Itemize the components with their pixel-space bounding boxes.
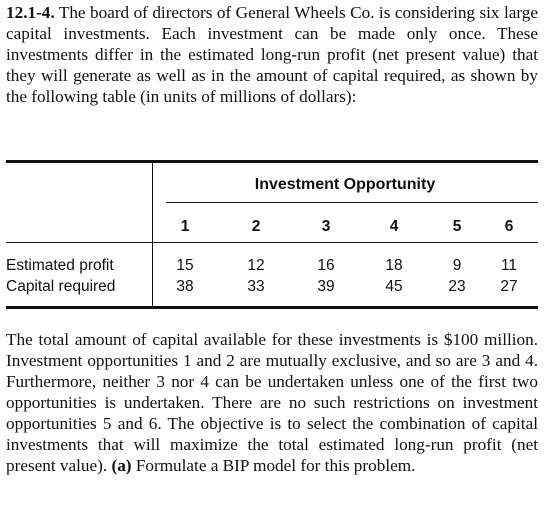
table-cell: 39 — [317, 278, 335, 295]
problem-intro: 12.1-4. The board of directors of Genera… — [6, 2, 538, 107]
table-cell: 9 — [452, 257, 462, 274]
column-header-6: 6 — [504, 218, 514, 235]
part-a-label: (a) — [111, 456, 132, 475]
table-vertical-rule — [152, 163, 153, 306]
table-bottom-rule — [6, 306, 538, 309]
table-cell: 11 — [500, 257, 518, 274]
column-header-5: 5 — [452, 218, 462, 235]
column-header-1: 1 — [180, 218, 190, 235]
table-cell: 18 — [385, 257, 403, 274]
column-header-2: 2 — [251, 218, 261, 235]
table-cell: 33 — [247, 278, 265, 295]
table-header-underline — [166, 202, 538, 203]
table-cell: 45 — [385, 278, 403, 295]
table-cell: 27 — [500, 278, 518, 295]
row-label-capital-required: Capital required — [6, 278, 116, 295]
table-cell: 12 — [247, 257, 265, 274]
table-header: Investment Opportunity — [254, 176, 436, 193]
row-label-estimated-profit: Estimated profit — [6, 257, 114, 274]
table-cell: 16 — [317, 257, 335, 274]
column-header-3: 3 — [321, 218, 331, 235]
table-cell: 38 — [176, 278, 194, 295]
part-a-text: Formulate a BIP model for this problem. — [135, 456, 416, 475]
problem-body: The total amount of capital available fo… — [6, 329, 538, 476]
table-cell: 23 — [448, 278, 466, 295]
table-top-rule — [6, 160, 538, 163]
table-cell: 15 — [176, 257, 194, 274]
problem-number: 12.1-4. — [6, 3, 55, 22]
problem-body-text: The total amount of capital available fo… — [6, 330, 538, 475]
table-header-rule — [6, 242, 538, 243]
column-header-4: 4 — [389, 218, 399, 235]
problem-intro-text: The board of directors of General Wheels… — [6, 3, 538, 106]
